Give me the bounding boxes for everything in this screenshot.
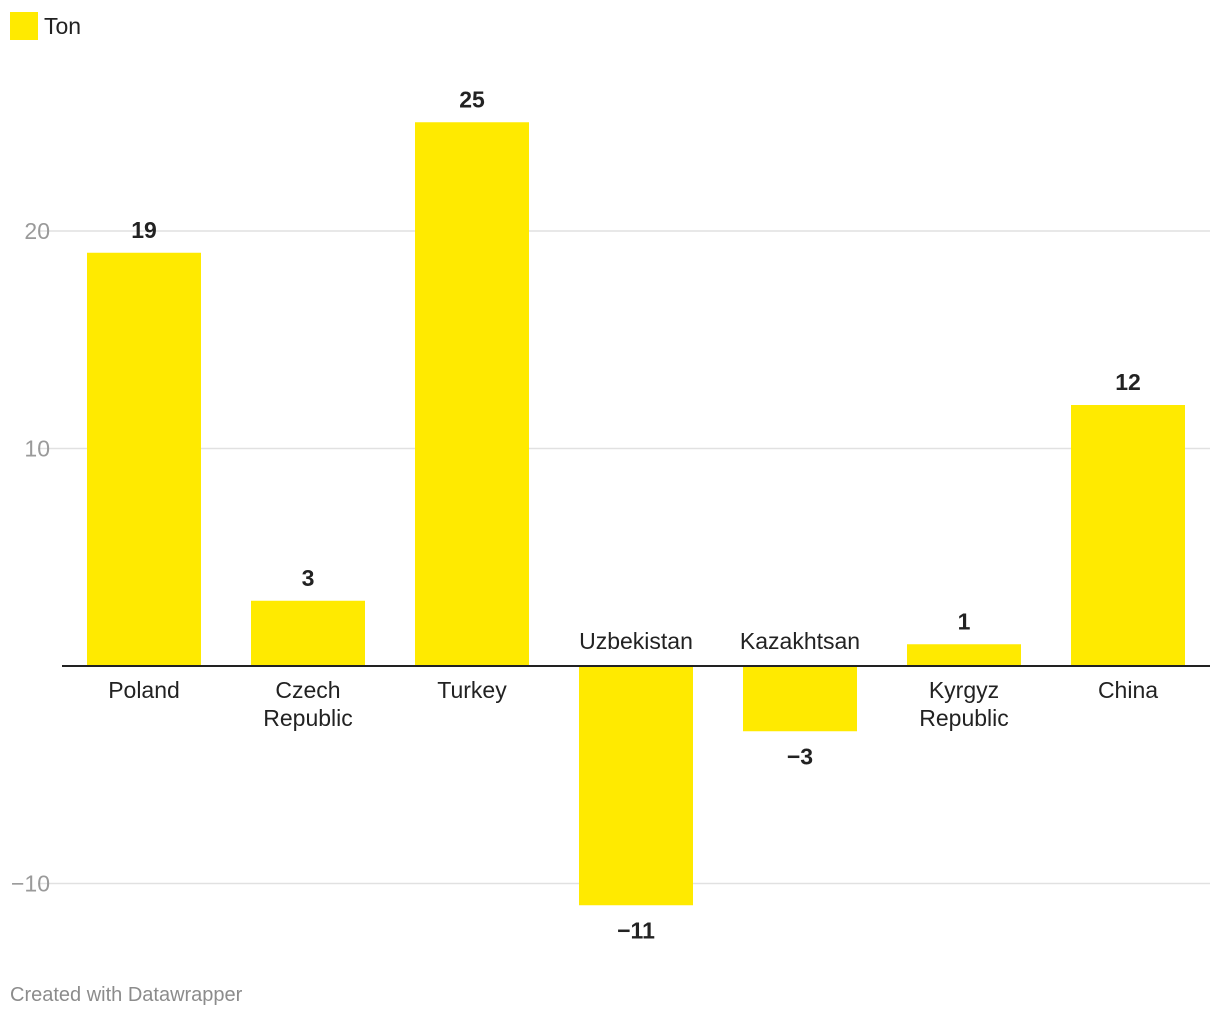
data-label: 1 [958, 608, 971, 634]
category-label: Turkey [437, 677, 507, 703]
legend: Ton [10, 12, 81, 40]
data-label: −11 [617, 917, 655, 943]
category-label: Czech [275, 677, 340, 703]
bar [579, 666, 693, 906]
data-label: 25 [459, 86, 485, 112]
y-tick-label: −10 [11, 871, 50, 897]
bar [87, 252, 201, 666]
category-label: Uzbekistan [579, 628, 693, 654]
data-label: −3 [787, 743, 813, 769]
category-label: China [1098, 677, 1158, 703]
data-label: 12 [1115, 369, 1141, 395]
bar [1071, 405, 1185, 666]
data-label: 19 [131, 217, 157, 243]
bar [251, 600, 365, 666]
category-label: Republic [263, 705, 353, 731]
footer-credit: Created with Datawrapper [10, 984, 243, 1006]
bar-chart: 2010−1019Poland3CzechRepublic25Turkey−11… [11, 86, 1210, 943]
legend-swatch [10, 12, 38, 40]
legend-label: Ton [44, 12, 82, 39]
data-label: 3 [302, 565, 315, 591]
y-tick-label: 20 [24, 218, 50, 244]
bar [743, 666, 857, 732]
bar [907, 644, 1021, 666]
category-label: Republic [919, 705, 1009, 731]
category-label: Kyrgyz [929, 677, 999, 703]
category-label: Poland [108, 677, 180, 703]
category-label: Kazakhtsan [740, 628, 860, 654]
y-tick-label: 10 [24, 436, 50, 462]
bar [415, 122, 529, 666]
